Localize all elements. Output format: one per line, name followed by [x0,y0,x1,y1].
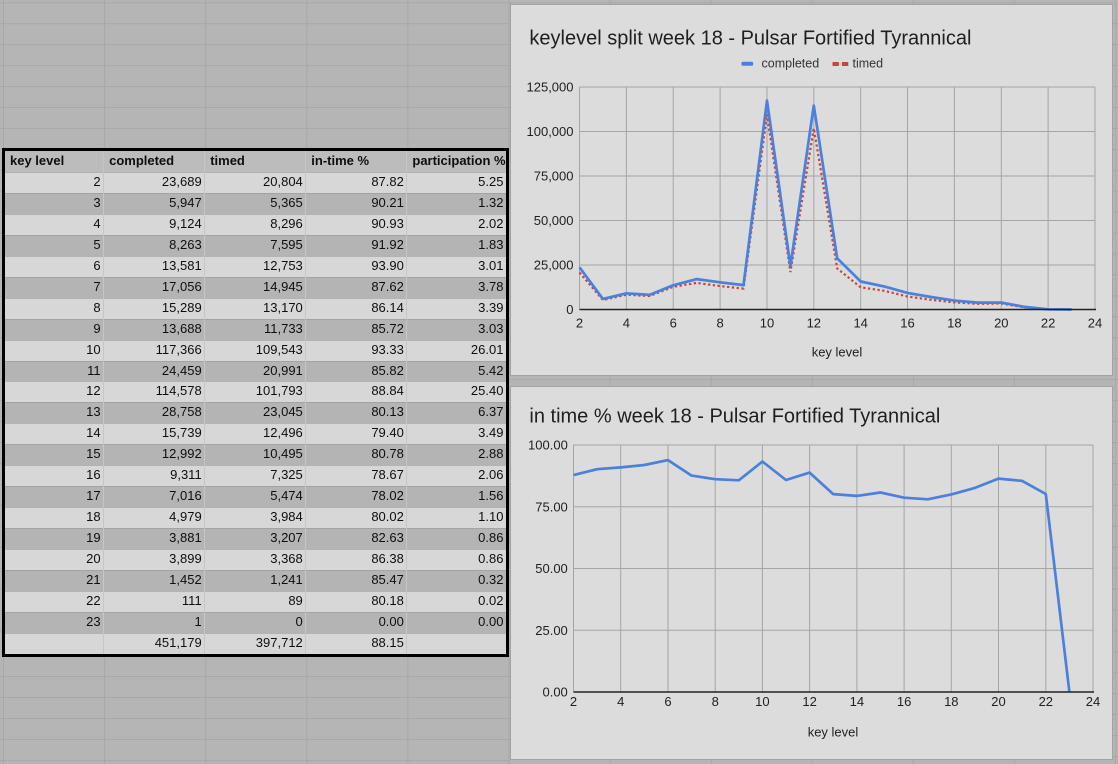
svg-text:16: 16 [897,694,911,709]
svg-text:8: 8 [712,694,719,709]
svg-text:key level: key level [812,345,863,360]
svg-text:timed: timed [853,56,884,70]
svg-text:22: 22 [1039,694,1053,709]
svg-text:6: 6 [670,316,677,331]
svg-text:10: 10 [760,316,774,331]
svg-text:completed: completed [762,56,820,70]
svg-text:8: 8 [716,316,723,331]
svg-text:14: 14 [853,316,867,331]
svg-text:25,000: 25,000 [534,258,574,273]
svg-text:12: 12 [807,316,821,331]
svg-text:18: 18 [944,694,958,709]
svg-text:10: 10 [755,694,769,709]
svg-text:12: 12 [802,694,816,709]
svg-text:6: 6 [664,694,671,709]
svg-text:keylevel split week 18 - Pulsa: keylevel split week 18 - Pulsar Fortifie… [529,28,971,50]
svg-text:75,000: 75,000 [534,169,574,184]
svg-text:key level: key level [808,725,859,740]
svg-text:0: 0 [566,302,573,317]
svg-text:2: 2 [570,694,577,709]
svg-text:22: 22 [1041,316,1055,331]
svg-text:50.00: 50.00 [535,561,568,576]
svg-text:16: 16 [900,316,914,331]
svg-text:14: 14 [850,694,864,709]
svg-text:100,000: 100,000 [527,124,574,139]
svg-text:125,000: 125,000 [527,80,574,95]
svg-text:0.00: 0.00 [542,685,567,700]
svg-text:25.00: 25.00 [535,623,568,638]
svg-text:in time % week 18 - Pulsar For: in time % week 18 - Pulsar Fortified Tyr… [529,406,940,428]
svg-text:2: 2 [576,316,583,331]
svg-text:20: 20 [994,316,1008,331]
svg-text:4: 4 [623,316,630,331]
svg-text:20: 20 [991,694,1005,709]
svg-text:24: 24 [1086,694,1100,709]
svg-text:18: 18 [947,316,961,331]
svg-text:24: 24 [1088,316,1102,331]
svg-text:50,000: 50,000 [534,213,574,228]
svg-text:4: 4 [617,694,624,709]
svg-text:100.00: 100.00 [528,438,568,453]
svg-text:75.00: 75.00 [535,499,568,514]
